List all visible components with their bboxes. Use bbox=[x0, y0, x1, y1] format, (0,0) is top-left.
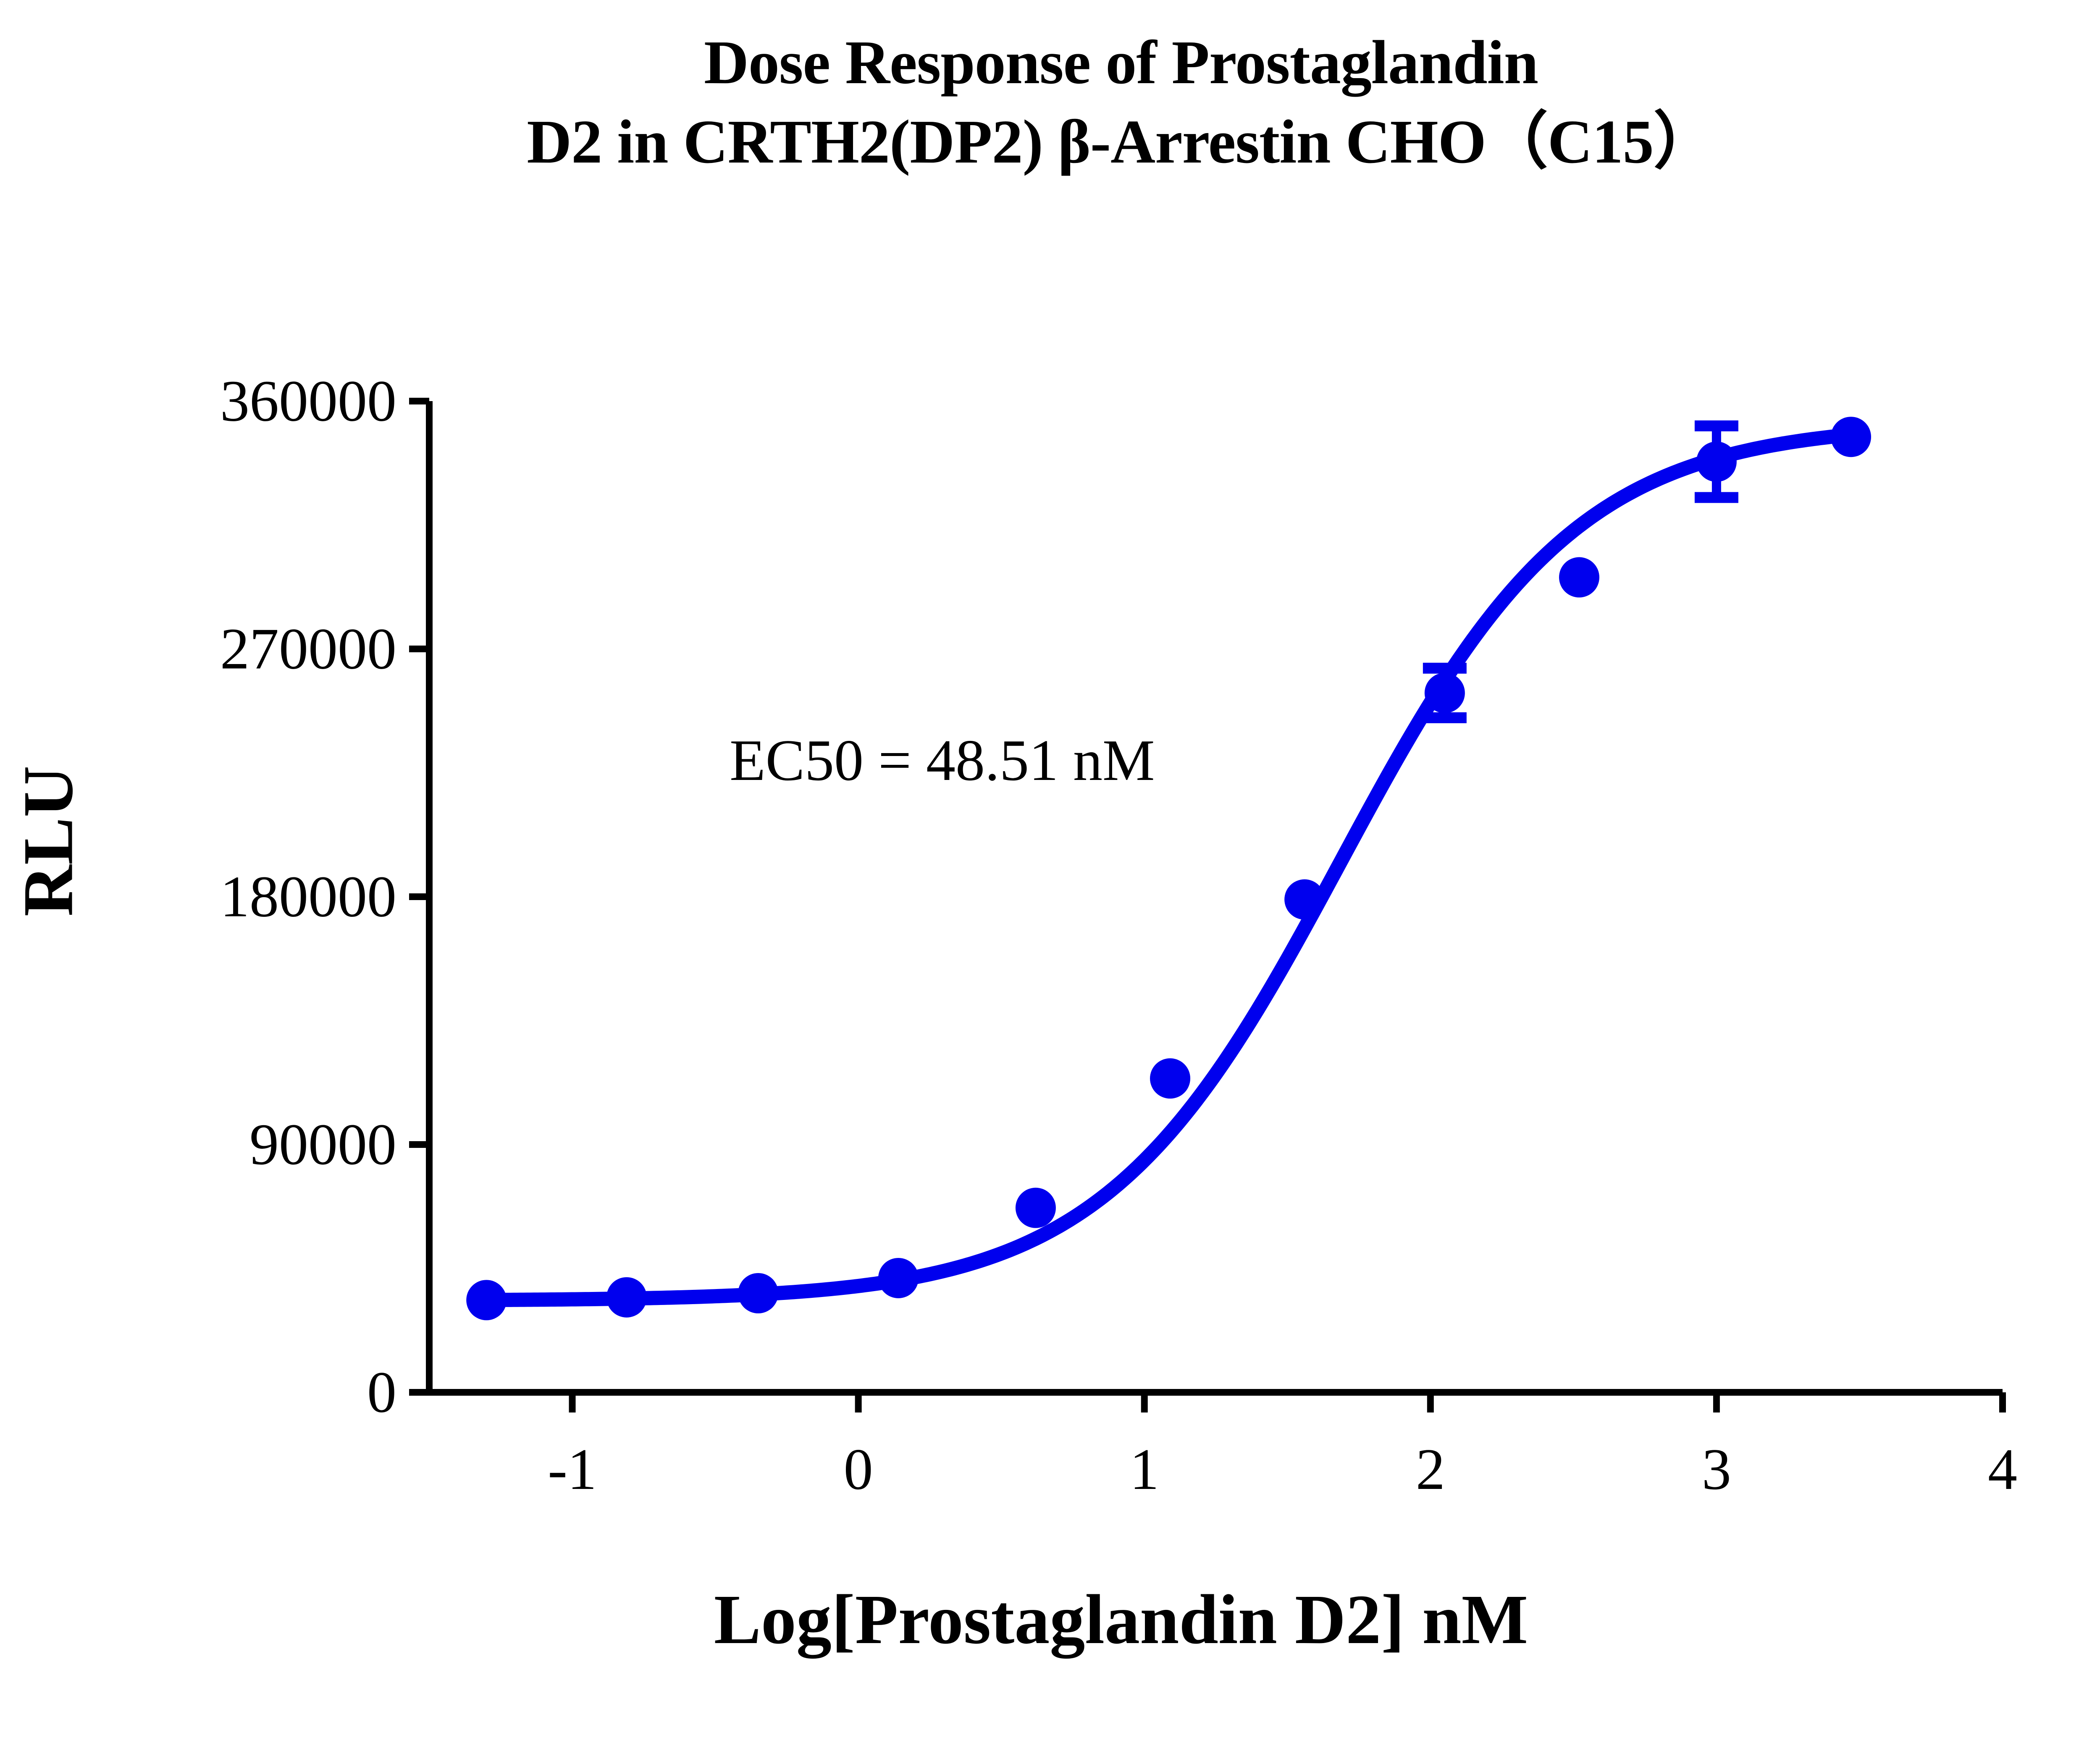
data-point-marker bbox=[1284, 879, 1325, 920]
data-point-marker bbox=[1150, 1058, 1191, 1099]
data-point-marker bbox=[606, 1277, 647, 1318]
data-point-marker bbox=[878, 1258, 919, 1298]
y-tick-label: 360000 bbox=[220, 368, 396, 434]
y-tick-label: 90000 bbox=[249, 1112, 396, 1177]
chart-title-line-2: D2 in CRTH2(DP2) β-Arrestin CHO（C15） bbox=[527, 108, 1715, 177]
data-point-marker bbox=[1559, 557, 1599, 598]
x-axis-label: Log[Prostaglandin D2] nM bbox=[714, 1580, 1528, 1659]
data-point-marker bbox=[1831, 417, 1872, 457]
x-tick-label: -1 bbox=[548, 1437, 597, 1502]
data-series-layer bbox=[466, 417, 1872, 1321]
data-point-marker bbox=[738, 1273, 779, 1313]
data-point-marker bbox=[1424, 672, 1465, 713]
chart-title-line-1: Dose Response of Prostaglandin bbox=[704, 28, 1538, 97]
x-tick-label: 3 bbox=[1701, 1437, 1731, 1502]
fit-curve bbox=[479, 428, 1858, 1307]
x-tick-label: 2 bbox=[1415, 1437, 1445, 1502]
x-tick-label: 1 bbox=[1129, 1437, 1159, 1502]
y-tick-label: 270000 bbox=[220, 616, 396, 682]
x-tick-label: 4 bbox=[1988, 1437, 2017, 1502]
chart-title: Dose Response of Prostaglandin D2 in CRT… bbox=[0, 23, 2100, 182]
y-tick-label: 180000 bbox=[220, 864, 396, 929]
data-point-marker bbox=[1696, 441, 1737, 482]
axes-layer bbox=[409, 398, 2006, 1412]
ec50-annotation: EC50 = 48.51 nM bbox=[730, 728, 1155, 793]
y-tick-label: 0 bbox=[367, 1360, 396, 1425]
data-point-marker bbox=[1015, 1187, 1056, 1228]
x-tick-label: 0 bbox=[843, 1437, 873, 1502]
data-point-marker bbox=[466, 1280, 507, 1321]
